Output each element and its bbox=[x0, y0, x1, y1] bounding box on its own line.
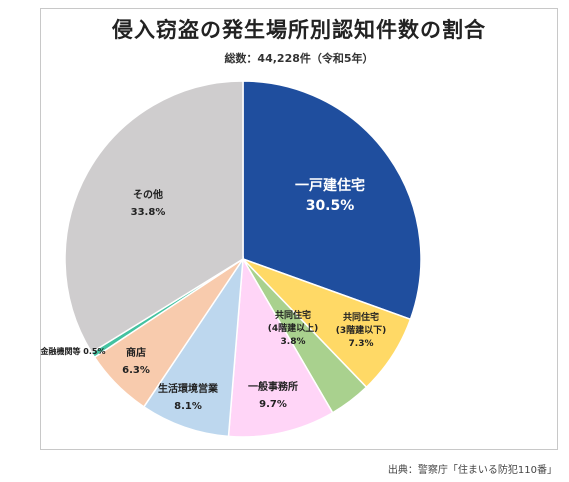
slice-value-label: 9.7% bbox=[259, 399, 287, 410]
slice-label-8: その他 33.8% bbox=[131, 188, 166, 218]
pie-slice-8 bbox=[64, 80, 244, 354]
source-credit: 出典：警察庁「住まいる防犯110番」 bbox=[387, 465, 557, 476]
slice-value-label: 7.3% bbox=[349, 339, 374, 349]
slice-name-label: その他 bbox=[133, 188, 163, 201]
slice-name-label: 一般事務所 bbox=[248, 380, 298, 393]
chart-title: 侵入窃盗の発生場所別認知件数の割合 bbox=[112, 18, 486, 42]
slice-value-label: 33.8% bbox=[131, 207, 166, 218]
chart-subtitle: 総数：44,228件（令和5年） bbox=[224, 52, 374, 65]
slice-name-label: 一戸建住宅 bbox=[295, 177, 365, 194]
slice-name-label: (4階建以上) bbox=[268, 322, 319, 334]
slice-name-label: 共同住宅 bbox=[343, 311, 379, 323]
slice-label-7: 金融機関等 0.5% bbox=[40, 346, 106, 356]
slice-name-label: 共同住宅 bbox=[275, 309, 311, 321]
slice-label-6: 商店 6.3% bbox=[122, 346, 150, 376]
slice-label-5: 生活環境営業 8.1% bbox=[158, 382, 219, 412]
pie-slice-1 bbox=[242, 80, 422, 321]
slice-value-label: 3.8% bbox=[281, 337, 306, 347]
slice-value-label: 8.1% bbox=[174, 401, 202, 412]
slice-value-label: 6.3% bbox=[122, 365, 150, 376]
slice-label-3: 共同住宅(4階建以上) 3.8% bbox=[268, 309, 319, 347]
slice-name-label: 金融機関等 0.5% bbox=[40, 346, 106, 356]
slice-name-label: 商店 bbox=[126, 346, 146, 359]
pie-slice-5 bbox=[142, 256, 244, 438]
pie-slice-4 bbox=[227, 256, 334, 438]
slice-label-1: 一戸建住宅 30.5% bbox=[295, 177, 365, 214]
slice-label-4: 一般事務所 9.7% bbox=[248, 380, 298, 410]
slice-name-label: (3階建以下) bbox=[336, 324, 387, 336]
slice-label-2: 共同住宅(3階建以下) 7.3% bbox=[336, 311, 387, 349]
slice-value-label: 30.5% bbox=[306, 198, 355, 214]
slice-name-label: 生活環境営業 bbox=[158, 382, 219, 395]
